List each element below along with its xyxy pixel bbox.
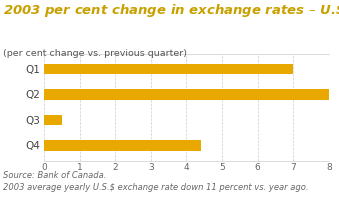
Bar [44,89,329,100]
Bar [44,140,201,151]
Bar [44,115,62,125]
Text: 2003 per cent change in exchange rates – U.S.$ per C$: 2003 per cent change in exchange rates –… [3,2,339,19]
Bar [44,63,293,74]
Text: Source: Bank of Canada.
2003 average yearly U.S.$ exchange rate down 11 percent : Source: Bank of Canada. 2003 average yea… [3,171,309,192]
Text: (per cent change vs. previous quarter): (per cent change vs. previous quarter) [3,49,187,59]
